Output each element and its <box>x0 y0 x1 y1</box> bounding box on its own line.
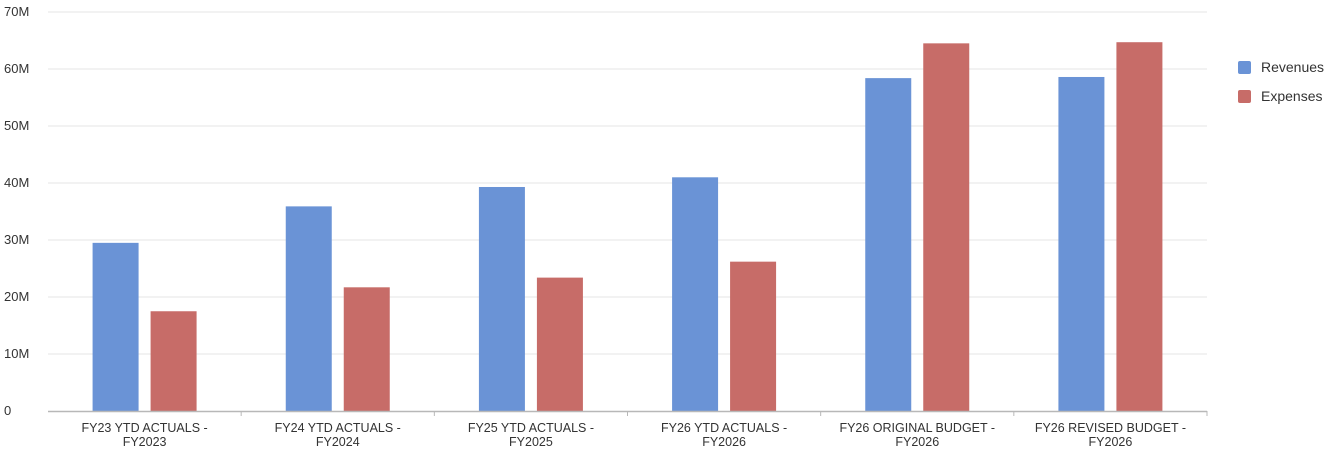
x-category-label: FY26 REVISED BUDGET -FY2026 <box>1035 421 1186 449</box>
y-tick-label: 40M <box>4 175 29 190</box>
y-tick-label: 30M <box>4 232 29 247</box>
x-category-label-line: FY2026 <box>895 435 939 449</box>
legend-item-revenues[interactable]: Revenues <box>1238 59 1324 75</box>
bar-expenses[interactable] <box>343 287 390 411</box>
x-category-label-line: FY26 REVISED BUDGET - <box>1035 421 1186 435</box>
legend-swatch <box>1238 61 1251 74</box>
y-tick-label: 20M <box>4 289 29 304</box>
legend[interactable]: Revenues Expenses <box>1238 59 1324 104</box>
bar-expenses[interactable] <box>536 277 583 411</box>
y-tick-label: 60M <box>4 61 29 76</box>
x-category-label-line: FY26 ORIGINAL BUDGET - <box>839 421 995 435</box>
y-tick-label: 10M <box>4 346 29 361</box>
bar-expenses[interactable] <box>923 43 970 411</box>
bar-revenues[interactable] <box>285 206 332 411</box>
y-tick-label: 50M <box>4 118 29 133</box>
x-category-label-line: FY2026 <box>1089 435 1133 449</box>
x-category-label-line: FY23 YTD ACTUALS - <box>81 421 207 435</box>
x-axis <box>48 410 1208 416</box>
y-tick-label: 0 <box>4 403 11 418</box>
x-category-label-line: FY2023 <box>123 435 167 449</box>
x-category-label-line: FY2024 <box>316 435 360 449</box>
bar-revenues[interactable] <box>478 186 525 411</box>
bar-expenses[interactable] <box>730 261 777 411</box>
grid-lines <box>48 11 1207 355</box>
bar-revenues[interactable] <box>672 177 719 411</box>
bars <box>92 42 1163 412</box>
legend-label: Expenses <box>1261 88 1322 104</box>
y-tick-label: 70M <box>4 4 29 19</box>
x-category-label: FY24 YTD ACTUALS -FY2024 <box>275 421 401 449</box>
x-category-label: FY25 YTD ACTUALS -FY2025 <box>468 421 594 449</box>
bar-revenues[interactable] <box>865 78 912 412</box>
legend-label: Revenues <box>1261 59 1324 75</box>
bar-revenues[interactable] <box>1058 76 1105 411</box>
x-category-label-line: FY26 YTD ACTUALS - <box>661 421 787 435</box>
y-axis-tick-labels: 0 10M 20M 30M 40M 50M 60M 70M <box>4 4 29 418</box>
x-category-label-line: FY25 YTD ACTUALS - <box>468 421 594 435</box>
bar-expenses[interactable] <box>1116 42 1163 412</box>
x-category-label: FY23 YTD ACTUALS -FY2023 <box>81 421 207 449</box>
x-category-label-line: FY2026 <box>702 435 746 449</box>
x-category-label: FY26 ORIGINAL BUDGET -FY2026 <box>839 421 995 449</box>
legend-swatch <box>1238 90 1251 103</box>
x-category-label: FY26 YTD ACTUALS -FY2026 <box>661 421 787 449</box>
bar-expenses[interactable] <box>150 311 197 411</box>
x-axis-category-labels: FY23 YTD ACTUALS -FY2023 FY24 YTD ACTUALS… <box>81 421 1186 449</box>
legend-item-expenses[interactable]: Expenses <box>1238 88 1322 104</box>
bar-revenues[interactable] <box>92 242 139 411</box>
x-category-label-line: FY24 YTD ACTUALS - <box>275 421 401 435</box>
x-category-label-line: FY2025 <box>509 435 553 449</box>
